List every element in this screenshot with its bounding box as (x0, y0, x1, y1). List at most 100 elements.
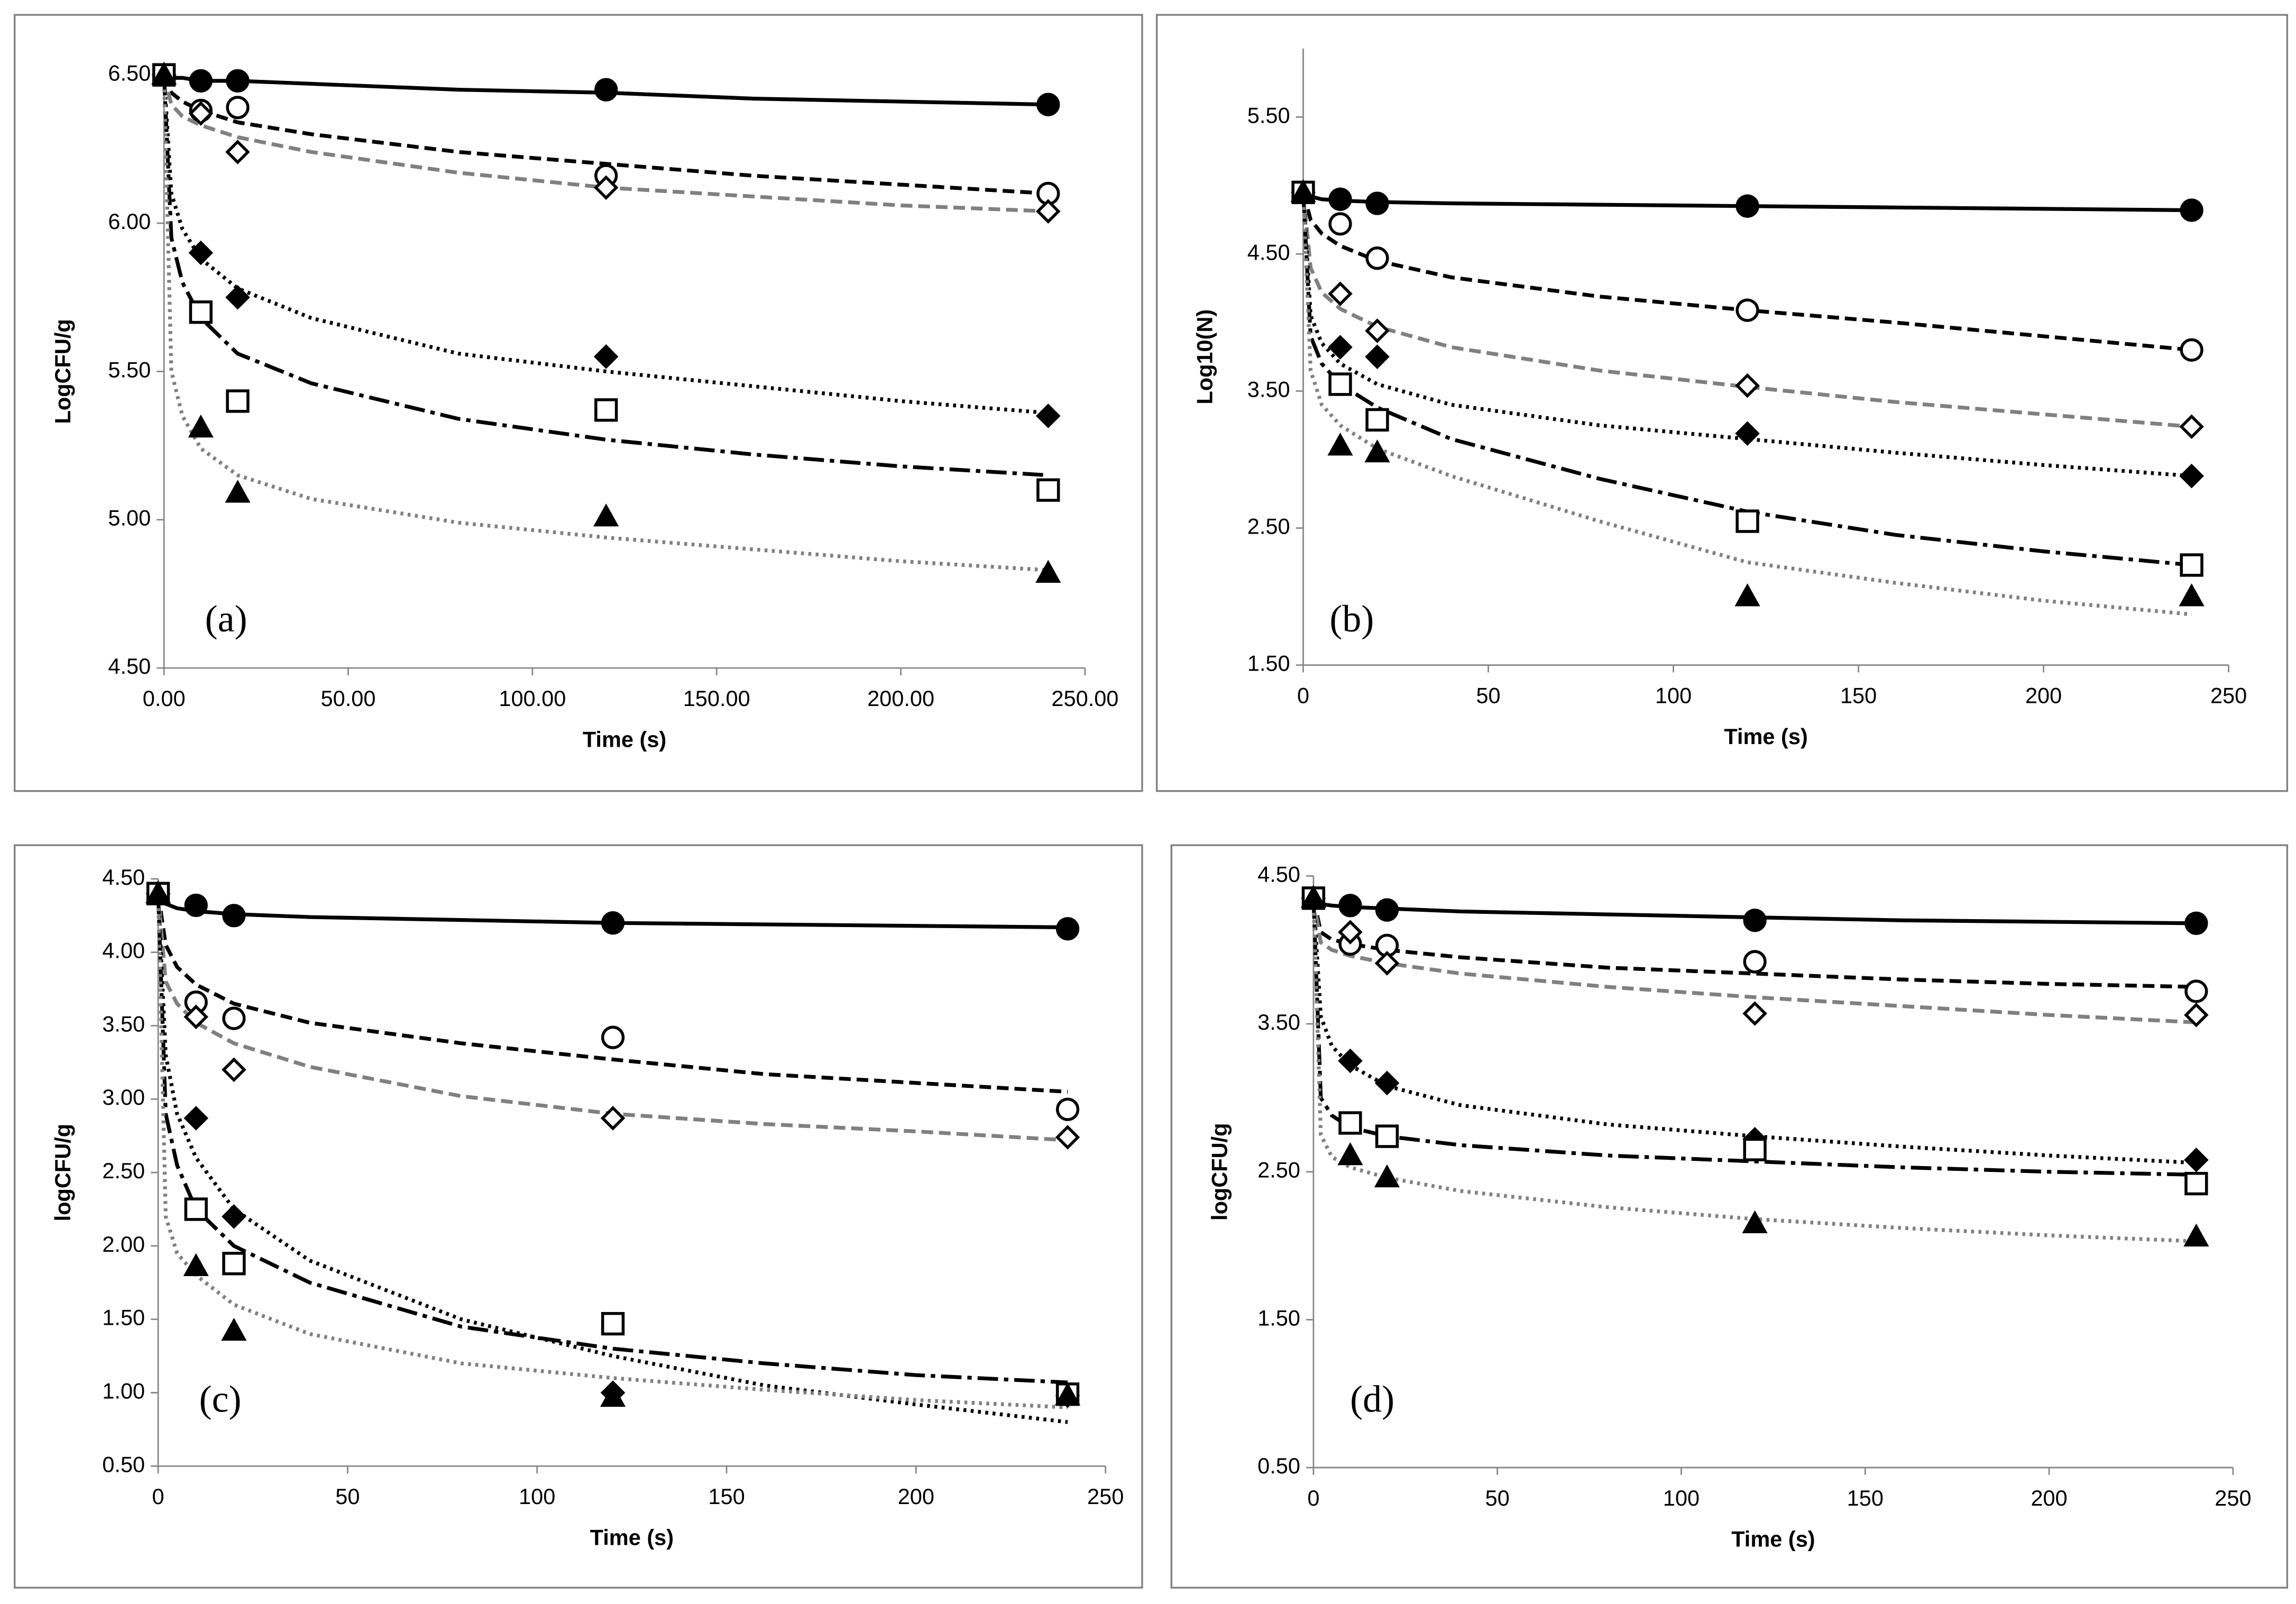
point (1055, 1097, 1080, 1121)
y-axis-title: LogCFU/g (50, 319, 75, 424)
y-tick-label: 3.00 (102, 1085, 145, 1110)
point (2184, 979, 2208, 1003)
fit-line (1302, 190, 2192, 213)
point (151, 61, 177, 85)
point (1743, 950, 1767, 974)
y-tick-label: 3.50 (1257, 1010, 1300, 1034)
point (222, 1006, 246, 1030)
point (593, 503, 619, 527)
y-tick-label: 0.50 (1257, 1453, 1300, 1478)
x-axis-title: Time (s) (1724, 724, 1807, 749)
point (1035, 199, 1061, 224)
y-tick-label: 6.00 (108, 209, 151, 234)
point (226, 69, 250, 93)
point (1735, 421, 1760, 446)
point (594, 78, 618, 102)
point (188, 101, 214, 126)
point (1035, 560, 1061, 583)
fit-line (162, 75, 1049, 415)
point (1337, 1142, 1363, 1166)
y-tick-label: 2.00 (102, 1232, 145, 1257)
y-tick-label: 5.50 (1247, 103, 1290, 127)
x-tick-label: 200 (2031, 1486, 2067, 1510)
point (1338, 1048, 1363, 1074)
point (601, 1025, 625, 1049)
panel-frame (14, 14, 1143, 792)
y-tick-label: 4.50 (108, 654, 151, 679)
x-tick-label: 200.00 (867, 686, 934, 711)
point (1035, 404, 1061, 428)
fit-line (1301, 192, 2192, 567)
point (1338, 920, 1363, 945)
point (183, 1106, 209, 1131)
y-axis-title: Log10(N) (1192, 309, 1217, 405)
point (1735, 194, 1759, 218)
point (1338, 1111, 1362, 1135)
y-tick-label: 0.50 (102, 1452, 145, 1477)
point (1328, 212, 1352, 236)
point (1290, 179, 1316, 203)
x-tick-label: 250 (2215, 1486, 2251, 1510)
point (1338, 894, 1362, 918)
point (1374, 1070, 1400, 1096)
fit-line (162, 75, 1049, 572)
y-tick-label: 1.50 (1247, 651, 1290, 676)
y-tick-label: 6.50 (108, 61, 151, 86)
fit-line (157, 892, 1068, 930)
y-tick-label: 4.50 (1247, 240, 1290, 264)
y-tick-label: 4.50 (1257, 861, 1300, 886)
point (183, 1253, 209, 1277)
x-tick-label: 0.00 (143, 686, 186, 711)
y-tick-label: 5.00 (108, 506, 151, 530)
point (1743, 1138, 1767, 1161)
point (222, 1204, 246, 1229)
point (2180, 338, 2203, 362)
x-tick-label: 100 (1655, 683, 1692, 708)
panel-label: (a) (205, 598, 247, 640)
point (183, 1004, 209, 1030)
point (2179, 414, 2204, 439)
point (1300, 885, 1327, 908)
x-tick-label: 250 (1087, 1484, 1124, 1509)
y-tick-label: 2.50 (102, 1158, 145, 1183)
fit-line (1311, 897, 2197, 989)
panel-label: (d) (1350, 1378, 1394, 1420)
fit-line (1301, 191, 2192, 352)
point (2184, 1148, 2209, 1172)
fit-line (163, 73, 1049, 107)
point (225, 140, 250, 164)
point (2184, 911, 2208, 935)
x-tick-label: 150 (708, 1484, 745, 1509)
point (2180, 198, 2203, 222)
fit-line (162, 74, 1049, 214)
panel-label: (c) (199, 1378, 242, 1420)
point (600, 1383, 626, 1407)
y-tick-label: 1.00 (102, 1378, 145, 1403)
point (1365, 246, 1389, 270)
point (222, 904, 246, 928)
point (1374, 951, 1400, 976)
x-tick-label: 150.00 (683, 686, 750, 711)
x-axis-title: Time (s) (583, 727, 666, 752)
x-axis-title: Time (s) (1731, 1526, 1815, 1551)
point (601, 1312, 625, 1336)
x-tick-label: 200 (898, 1484, 934, 1509)
x-tick-label: 0 (1307, 1486, 1319, 1510)
point (1365, 191, 1389, 215)
panel: 0.50 1.50 2.50 3.50 4.50 0 50 100 150 200 250 Time … (1170, 844, 2289, 1589)
point (145, 880, 171, 903)
y-tick-label: 2.50 (1257, 1158, 1300, 1183)
panel-frame (14, 844, 1143, 1589)
point (1365, 344, 1390, 369)
point (1735, 298, 1759, 322)
panel: 1.50 2.50 3.50 4.50 5.50 0 50 100 150 200 250 Time … (1155, 14, 2289, 792)
point (1054, 1382, 1081, 1406)
point (226, 389, 250, 413)
point (221, 1317, 247, 1341)
x-tick-label: 100 (1663, 1486, 1700, 1510)
x-tick-label: 150 (1840, 683, 1877, 708)
y-tick-label: 4.00 (102, 938, 145, 963)
fit-line (1311, 898, 2197, 1165)
point (225, 285, 250, 310)
